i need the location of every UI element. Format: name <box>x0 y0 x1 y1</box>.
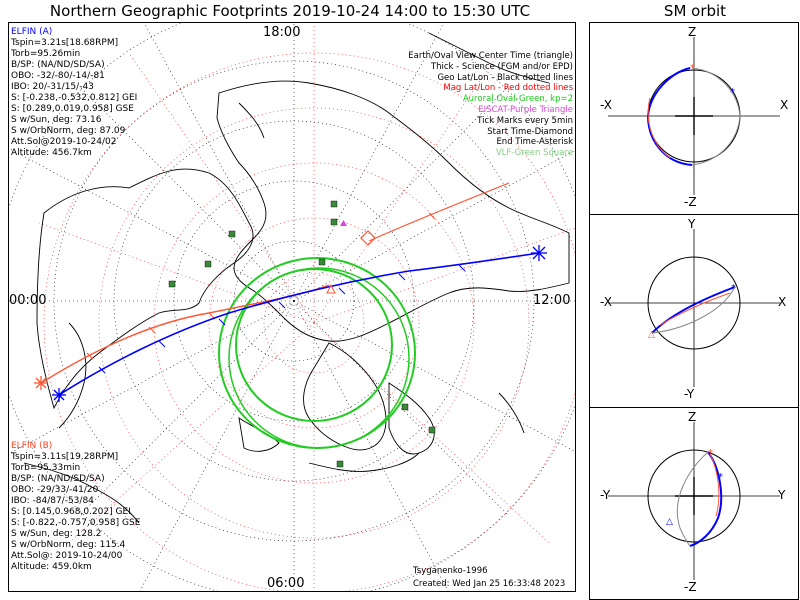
elfin-a-line: B/SP: (NA/ND/SD/SA) <box>11 60 105 70</box>
sm-panel-yz: * * △ Z -Z -Y Y <box>589 407 799 600</box>
svg-text:*: * <box>690 63 695 74</box>
elfin-a-line: S w/OrbNorm, deg: 87.09 <box>11 126 126 136</box>
legend-item: Thick - Science (FGM and/or EPD) <box>430 61 573 72</box>
sm-plot-yz: * * △ <box>608 422 780 580</box>
elfin-b-line: S w/Sun, deg: 128.2 <box>11 529 102 539</box>
elfin-a-line: S w/Sun, deg: 73.16 <box>11 115 102 125</box>
svg-text:*: * <box>708 448 713 459</box>
elfin-b-line: S: [-0.822,-0.757,0.958] GSE <box>11 518 141 528</box>
elfin-b-start-diamond <box>360 230 376 246</box>
sm-axis-left: -X <box>600 295 612 309</box>
elfin-a-end-asterisk <box>531 245 547 261</box>
elfin-a-name: ELFIN (A) <box>11 27 53 37</box>
elfin-a-line: Torb=95.26min <box>11 49 81 59</box>
auroral-oval <box>218 257 416 449</box>
legend-item: Auroral Oval-Green, kp=2 <box>462 94 573 105</box>
svg-text:△: △ <box>666 517 673 527</box>
elfin-b-line: Torb=95.33min <box>11 463 81 473</box>
legend-item: VLF-Green Square <box>495 148 573 159</box>
legend-item: Geo Lat/Lon - Black dotted lines <box>437 72 573 83</box>
elfin-a-line: S: [-0.238,-0.532,0.812] GEI <box>11 93 138 103</box>
elfin-a-line: Att.Sol@2019-10-24/02 <box>11 137 117 147</box>
elfin-b-line: B/SP: (NA/ND/SD/SA) <box>11 474 105 484</box>
sm-axis-right: X <box>778 295 787 309</box>
hour-label-right: 12:00 <box>533 293 571 308</box>
elfin-b-line: S w/OrbNorm, deg: 115.4 <box>11 540 126 550</box>
elfin-b-line: Altitude: 459.0km <box>11 562 92 572</box>
sm-panel-xz: * * Z -Z -X X <box>589 22 799 215</box>
elfin-a-line: IBO: 20/-31/15/-43 <box>11 82 94 92</box>
elfin-a-track <box>58 252 540 396</box>
sm-plot-xy: * △ <box>608 229 780 387</box>
sm-orbit-title: SM orbit <box>663 2 727 20</box>
legend-item: EISCAT-Purple Triangle <box>478 104 573 115</box>
sm-axis-bottom: -Y <box>684 387 695 401</box>
sm-axis-left: -X <box>600 98 612 112</box>
view-center-triangle <box>326 283 336 294</box>
model-label: Tsyganenko-1996 <box>413 566 488 576</box>
legend-item: Mag Lat/Lon - Red dotted lines <box>443 83 573 94</box>
sm-axis-left: -Y <box>600 488 611 502</box>
elfin-b-track <box>40 182 510 384</box>
footprint-map-frame: 18:00 00:00 12:00 06:00 ELFIN (A) Tspin=… <box>8 22 576 592</box>
hour-label-bottom: 06:00 <box>267 576 305 591</box>
hour-label-left: 00:00 <box>9 293 47 308</box>
legend-item: Tick Marks every 5min <box>477 115 573 126</box>
sm-axis-bottom: -Z <box>684 580 697 594</box>
elfin-b-line: S: [0.145,0.968,0.202] GEI <box>11 507 131 517</box>
map-legend: Earth/Oval View Center Time (triangle) T… <box>408 51 573 159</box>
map-title: Northern Geographic Footprints 2019-10-2… <box>49 2 531 20</box>
elfin-a-ticks <box>98 264 466 374</box>
sm-axis-top: Z <box>688 410 697 424</box>
eiscat-triangle <box>340 220 347 226</box>
sm-axis-bottom: -Z <box>684 195 697 209</box>
sm-panel-xy: * △ Y -Y -X X <box>589 214 799 408</box>
sm-axis-right: Y <box>778 488 786 502</box>
elfin-b-line: Tspin=3.11s[19.28RPM] <box>11 452 119 462</box>
elfin-a-line: OBO: -32/-80/-14/-81 <box>11 71 105 81</box>
elfin-b-line: IBO: -84/87/-53/84 <box>11 496 94 506</box>
sm-plot-xz: * * <box>608 37 780 195</box>
hour-label-top: 18:00 <box>263 25 301 40</box>
svg-text:*: * <box>718 472 723 483</box>
elfin-a-start-asterisk <box>52 388 66 402</box>
elfin-b-end-asterisk <box>34 376 48 390</box>
sm-axis-top: Y <box>688 217 696 231</box>
elfin-b-line: OBO: -29/33/-41/20 <box>11 485 99 495</box>
elfin-a-line: Altitude: 456.7km <box>11 148 92 158</box>
elfin-b-name: ELFIN (B) <box>11 441 53 451</box>
legend-item: End Time-Asterisk <box>496 137 573 148</box>
sm-axis-right: X <box>780 98 789 112</box>
svg-text:*: * <box>730 87 735 98</box>
svg-text:*: * <box>731 283 736 294</box>
legend-item: Earth/Oval View Center Time (triangle) <box>408 51 573 61</box>
legend-item: Start Time-Diamond <box>487 126 573 137</box>
vlf-stations <box>168 200 436 468</box>
elfin-a-line: Tspin=3.21s[18.68RPM] <box>11 38 119 48</box>
geo-lon-lines <box>9 23 575 591</box>
elfin-a-line: S: [0.289,0.019,0.958] GSE <box>11 104 134 114</box>
created-label: Created: Wed Jan 25 16:33:48 2023 <box>413 579 566 589</box>
footprint-map <box>9 23 575 591</box>
sm-axis-top: Z <box>688 25 697 39</box>
svg-text:△: △ <box>648 330 655 340</box>
elfin-b-line: Att.Sol@: 2019-10-24/00 <box>11 551 123 561</box>
